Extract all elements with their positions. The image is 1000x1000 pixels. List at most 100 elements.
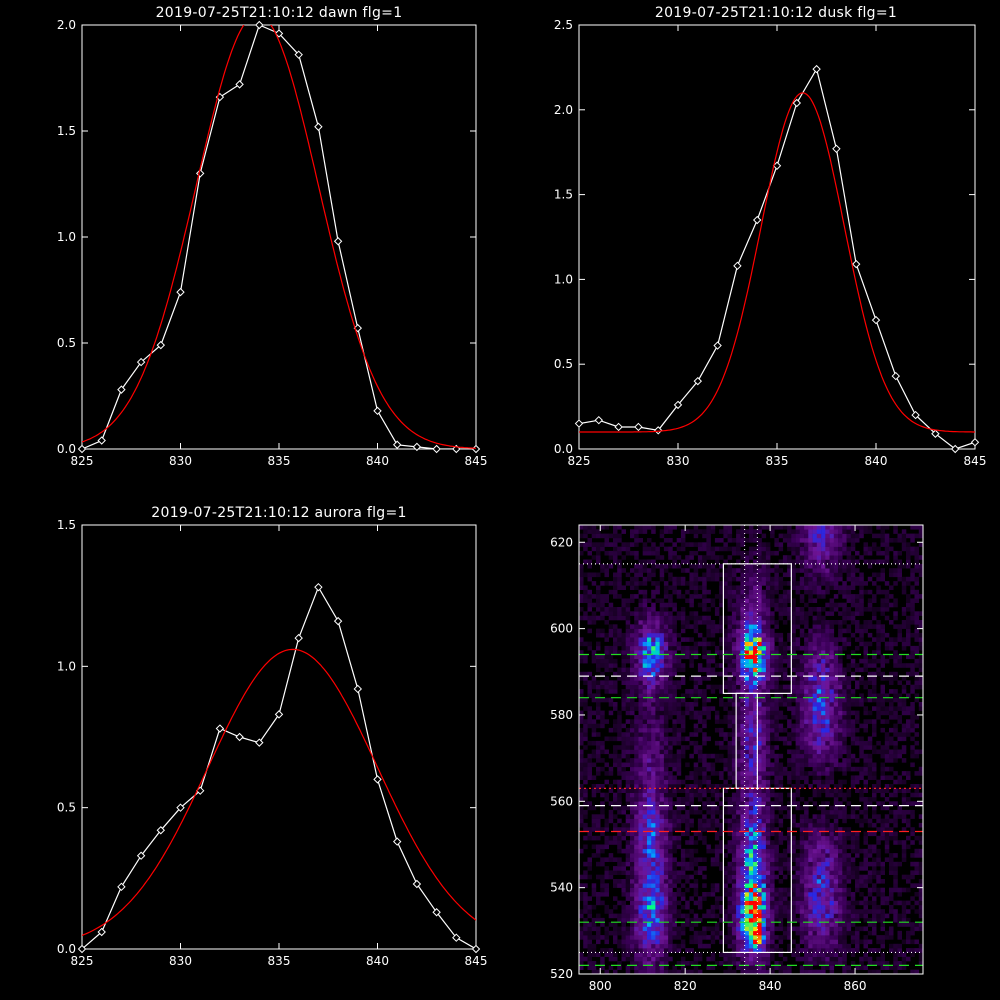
heatmap-cell [727, 589, 733, 595]
heatmap-cell [668, 904, 673, 910]
heatmap-cell [621, 697, 626, 703]
heatmap-cell [596, 645, 601, 651]
heatmap-cell [774, 607, 779, 612]
heatmap-cell [731, 538, 737, 543]
heatmap-cell [736, 935, 741, 940]
heatmap-cell [757, 883, 762, 888]
heatmap-cell [719, 654, 724, 660]
heatmap-cell [668, 598, 673, 603]
heatmap-cell [825, 831, 830, 837]
heatmap-cell [740, 555, 745, 560]
heatmap-cell [804, 546, 809, 552]
heatmap-cell [710, 887, 716, 893]
heatmap-cell [761, 913, 767, 919]
heatmap-cell [778, 594, 784, 599]
heatmap-cell [689, 611, 694, 616]
heatmap-cell [795, 749, 801, 755]
heatmap-cell [791, 710, 796, 716]
heatmap-cell [663, 879, 669, 884]
heatmap-cell [642, 736, 648, 742]
heatmap-cell [748, 745, 754, 750]
heatmap-cell [638, 801, 643, 806]
heatmap-cell [816, 710, 822, 716]
heatmap-cell [642, 607, 648, 612]
heatmap-cell [731, 684, 737, 690]
heatmap-cell [583, 827, 588, 832]
heatmap-cell [710, 805, 716, 811]
heatmap-cell [647, 615, 652, 621]
heatmap-cell [583, 822, 588, 828]
heatmap-cell [625, 753, 631, 759]
heatmap-cell [736, 762, 741, 768]
heatmap-cell [630, 896, 635, 901]
heatmap-cell [799, 822, 805, 828]
heatmap-cell [791, 529, 796, 534]
heatmap-cell [736, 801, 741, 806]
heatmap-cell [668, 615, 673, 621]
heatmap-cell [659, 736, 665, 742]
heatmap-cell [791, 853, 796, 858]
heatmap-cell [736, 874, 741, 880]
heatmap-cell [757, 555, 762, 560]
heatmap-cell [604, 874, 609, 880]
heatmap-cell [740, 676, 745, 681]
heatmap-cell [672, 935, 677, 940]
heatmap-cell [727, 689, 733, 694]
heatmap-cell [774, 792, 779, 798]
heatmap-cell [702, 693, 707, 698]
heatmap-cell [676, 844, 682, 850]
heatmap-cell [600, 784, 605, 789]
heatmap-cell [748, 797, 754, 802]
heatmap-cell [787, 654, 792, 660]
heatmap-cell [676, 900, 682, 906]
heatmap-cell [583, 589, 588, 595]
heatmap-cell [727, 771, 733, 776]
heatmap-cell [808, 935, 813, 940]
heatmap-cell [727, 874, 733, 880]
heatmap-cell [668, 736, 673, 742]
heatmap-cell [804, 723, 809, 729]
panel-1-data-point [812, 64, 821, 74]
heatmap-cell [804, 637, 809, 642]
heatmap-cell [685, 792, 690, 798]
heatmap-cell [634, 961, 639, 966]
heatmap-cell [812, 650, 818, 655]
heatmap-cell [731, 827, 737, 832]
heatmap-cell [829, 961, 835, 966]
heatmap-cell [651, 740, 656, 746]
heatmap-cell [680, 676, 686, 681]
heatmap-cell [821, 641, 826, 647]
heatmap-cell [685, 848, 690, 854]
heatmap-cell [659, 939, 665, 945]
heatmap-cell [689, 615, 694, 621]
heatmap-cell [825, 900, 830, 906]
heatmap-cell [693, 939, 699, 945]
heatmap-cell [744, 874, 750, 880]
heatmap-cell [702, 602, 707, 608]
heatmap-cell [795, 710, 801, 716]
heatmap-cell [659, 758, 665, 763]
heatmap-cell [591, 525, 597, 530]
heatmap-cell [816, 732, 822, 737]
heatmap-cell [816, 784, 822, 789]
heatmap-cell [693, 831, 699, 837]
heatmap-cell [765, 775, 771, 780]
heatmap-cell [676, 835, 682, 841]
heatmap-cell [668, 671, 673, 677]
heatmap-cell [740, 943, 745, 949]
heatmap-cell [744, 650, 750, 655]
heatmap-cell [833, 879, 839, 884]
heatmap-cell [672, 727, 677, 733]
heatmap-cell [697, 663, 703, 668]
heatmap-cell [668, 611, 673, 616]
heatmap-cell [757, 628, 762, 634]
heatmap-cell [791, 909, 796, 914]
heatmap-cell [583, 883, 588, 888]
heatmap-cell [753, 857, 758, 862]
heatmap-cell [630, 965, 635, 970]
heatmap-cell [647, 771, 652, 776]
heatmap-cell [787, 533, 792, 539]
heatmap-cell [663, 663, 669, 668]
heatmap-cell [727, 952, 733, 957]
heatmap-cell [757, 809, 762, 815]
